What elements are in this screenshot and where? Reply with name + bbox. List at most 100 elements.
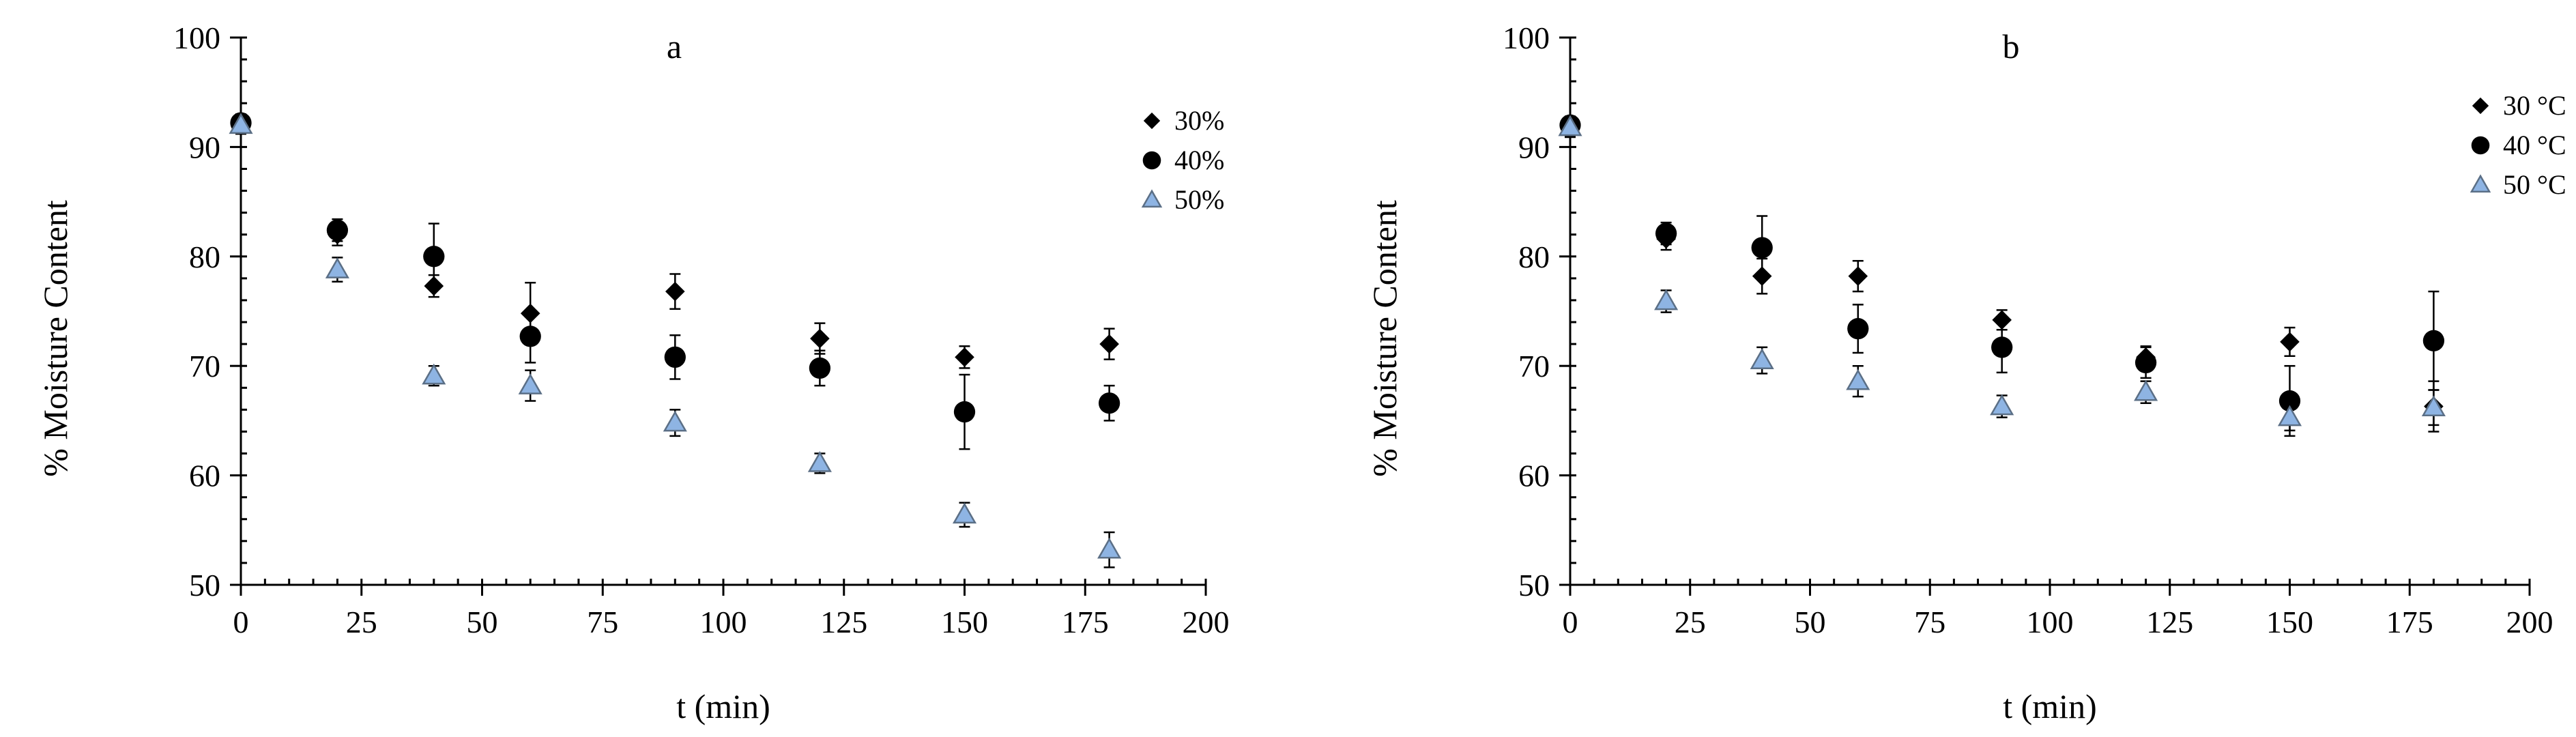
y-tick-label: 90 — [189, 130, 220, 164]
legend-entry: 50% — [1141, 184, 1224, 215]
y-tick-label: 60 — [189, 459, 220, 493]
x-tick-label: 150 — [2266, 605, 2313, 639]
legend-entry: 30 °C — [2472, 90, 2566, 121]
y-tick-label: 70 — [189, 349, 220, 384]
data-point — [1097, 537, 1122, 559]
data-point — [2422, 330, 2445, 351]
y-tick-label: 80 — [189, 240, 220, 274]
data-point — [809, 357, 831, 379]
data-point — [1099, 334, 1119, 354]
series-1 — [1560, 118, 2444, 433]
legend-marker — [1142, 151, 1161, 170]
data-point — [952, 502, 977, 524]
x-axis-label: t (min) — [676, 687, 770, 725]
x-tick-label: 75 — [1914, 605, 1945, 639]
data-point — [2277, 405, 2302, 427]
data-point — [1847, 318, 1869, 340]
data-point — [1848, 266, 1868, 286]
data-point — [2278, 390, 2301, 412]
x-tick-label: 0 — [233, 605, 249, 639]
legend-marker — [1143, 112, 1161, 130]
y-tick-label: 70 — [1518, 349, 1550, 384]
data-point — [1558, 115, 1582, 136]
legend-label: 50 °C — [2503, 169, 2566, 200]
series-1 — [231, 115, 1119, 369]
x-tick-label: 200 — [2506, 605, 2553, 639]
data-point — [1991, 336, 2013, 358]
chart-panel-a: 50 60 70 80 90 100 0 25 50 75 100 125 150 175 200 t (mi… — [36, 20, 1230, 725]
x-tick-label: 150 — [941, 605, 988, 639]
data-point — [1992, 310, 2012, 330]
data-point — [664, 346, 686, 369]
y-tick-label: 50 — [189, 568, 220, 603]
legend-label: 40% — [1174, 145, 1224, 175]
data-point — [229, 113, 253, 134]
legend-entry: 30% — [1143, 105, 1224, 136]
data-point — [1750, 348, 1774, 369]
y-tick-label: 100 — [173, 20, 220, 55]
x-tick-label: 100 — [2027, 605, 2074, 639]
data-point — [519, 326, 541, 347]
y-axis-label: % Moisture Content — [1365, 200, 1404, 477]
data-point — [518, 373, 542, 394]
data-point — [2280, 332, 2300, 352]
y-tick-label: 60 — [1518, 459, 1550, 493]
data-point — [955, 347, 974, 367]
x-tick-label: 50 — [1795, 605, 1826, 639]
data-point — [422, 363, 446, 385]
data-point — [2134, 351, 2157, 374]
legend-marker — [2471, 136, 2490, 155]
data-point — [807, 451, 832, 472]
series-3 — [1558, 115, 2446, 432]
x-tick-label: 175 — [1062, 605, 1109, 639]
legend-marker — [1141, 189, 1163, 208]
data-point — [663, 410, 687, 432]
y-tick-label: 80 — [1518, 240, 1550, 274]
data-point — [325, 257, 349, 278]
chart-title: a — [667, 27, 682, 66]
x-tick-label: 125 — [2146, 605, 2193, 639]
y-tick-label: 50 — [1518, 568, 1550, 603]
y-tick-label: 100 — [1503, 20, 1550, 55]
series-2 — [1559, 114, 2445, 437]
legend-label: 40 °C — [2503, 130, 2566, 160]
data-point — [1990, 394, 2014, 416]
data-point — [953, 401, 976, 423]
x-tick-label: 175 — [2386, 605, 2433, 639]
data-point — [1846, 369, 1870, 390]
series-2 — [230, 112, 1120, 450]
x-tick-label: 200 — [1183, 605, 1230, 639]
legend-label: 50% — [1174, 184, 1224, 215]
legend-label: 30 °C — [2503, 90, 2566, 121]
x-tick-label: 100 — [700, 605, 747, 639]
x-tick-label: 125 — [820, 605, 867, 639]
legend-marker — [2470, 174, 2491, 193]
data-point — [1655, 222, 1677, 244]
data-point — [2134, 379, 2158, 401]
x-tick-label: 25 — [1675, 605, 1706, 639]
data-point — [326, 219, 349, 241]
legend-entry: 40% — [1142, 145, 1224, 175]
data-point — [1751, 237, 1773, 259]
data-point — [2421, 395, 2446, 416]
x-tick-label: 50 — [467, 605, 498, 639]
x-tick-label: 25 — [346, 605, 377, 639]
x-tick-label: 0 — [1563, 605, 1578, 639]
data-point — [1098, 392, 1120, 414]
data-point — [810, 328, 830, 349]
chart-title: b — [2003, 27, 2020, 66]
legend-entry: 40 °C — [2471, 130, 2566, 160]
y-axis-label: % Moisture Content — [36, 200, 74, 477]
data-point — [423, 246, 445, 268]
legend-entry: 50 °C — [2470, 169, 2566, 200]
data-point — [1654, 289, 1679, 310]
series-3 — [229, 113, 1122, 568]
legend-label: 30% — [1174, 105, 1224, 136]
x-axis-label: t (min) — [2003, 687, 2096, 725]
chart-panel-b: 50 60 70 80 90 100 0 25 50 75 100 125 150 175 200 t (mi… — [1365, 20, 2566, 725]
data-point — [665, 281, 685, 302]
legend-marker — [2472, 97, 2489, 115]
x-tick-label: 75 — [587, 605, 618, 639]
